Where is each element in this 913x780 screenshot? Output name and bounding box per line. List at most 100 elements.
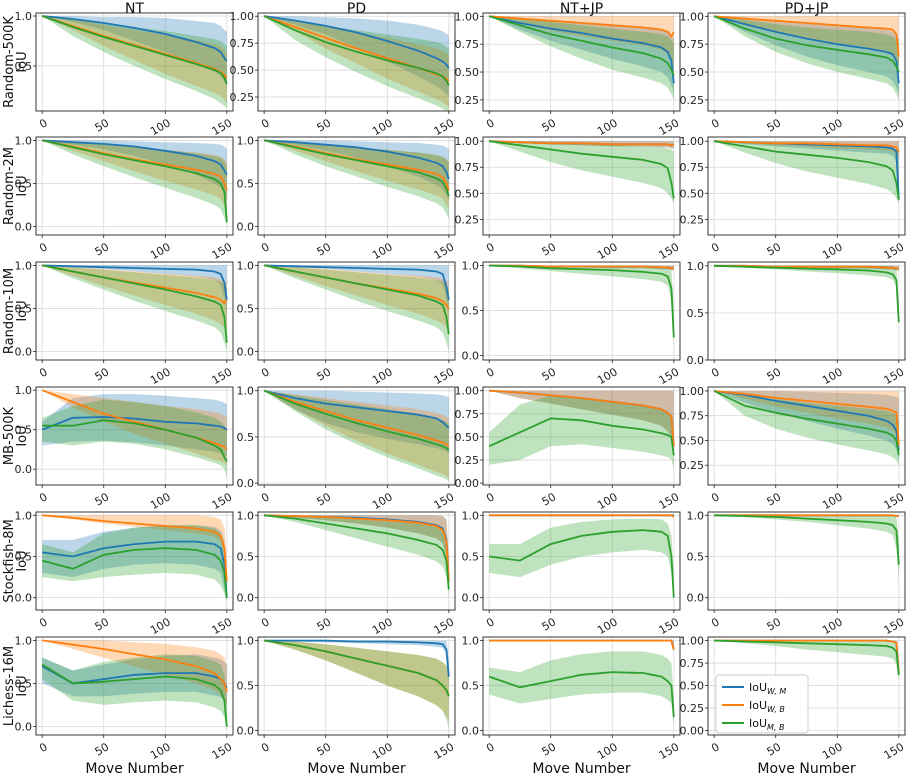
subplot-panel: 0.0 0.5 1.0 0 50 100 150: [237, 134, 457, 262]
band-wb: [42, 140, 227, 210]
x-tick-label: 100: [148, 116, 173, 138]
x-tick-label: 50: [93, 615, 112, 633]
y-tick-label: 1.00: [680, 635, 705, 648]
y-tick-label: 0.0: [687, 354, 705, 367]
column-title: NT+JP: [560, 1, 603, 17]
band-wm: [264, 640, 449, 686]
y-tick-label: 1.0: [237, 509, 255, 522]
band-mb: [489, 141, 674, 204]
x-tick-label: 100: [820, 116, 845, 138]
legend-entry: IoUW, M: [749, 681, 786, 696]
x-tick-label: 50: [315, 490, 334, 508]
line-mb: [489, 264, 675, 338]
band-mb: [714, 265, 899, 327]
y-axis-label: IoU: [15, 51, 30, 72]
y-tick-label: 1.0: [15, 259, 33, 272]
band-wb: [489, 390, 674, 456]
x-tick-label: 50: [765, 615, 784, 633]
x-tick-label: 150: [432, 116, 457, 138]
x-tick-label: 0: [37, 116, 50, 131]
panel-frame: [257, 261, 456, 361]
band-mb: [489, 651, 674, 726]
panel-frame: [257, 511, 456, 611]
x-tick-label: 50: [540, 240, 559, 258]
line-wm: [42, 264, 228, 300]
band-mb: [42, 265, 227, 352]
panel-frame: [257, 12, 456, 112]
band-mb: [264, 140, 449, 220]
line-mb: [264, 264, 450, 335]
x-tick-label: 0: [484, 490, 497, 505]
line-wm: [713, 15, 900, 84]
x-tick-label: 50: [315, 740, 334, 758]
line-mb: [714, 264, 900, 323]
panel-frame: [482, 511, 681, 611]
y-tick-label: 0.25: [455, 454, 480, 467]
line-mb: [264, 639, 450, 697]
column-title: PD: [347, 1, 366, 17]
x-tick-label: 100: [595, 365, 620, 387]
band-wb: [264, 16, 449, 108]
y-tick-label: 0.0: [237, 477, 255, 490]
line-mb: [713, 15, 900, 73]
band-mb: [714, 141, 899, 204]
y-tick-label: 0.00: [680, 725, 705, 738]
y-tick-label: 1.00: [455, 135, 480, 148]
row-label: Stockfish-8M: [2, 519, 17, 602]
y-tick-label: 0.0: [237, 220, 255, 233]
y-tick-label: 0.5: [462, 305, 480, 318]
band-wm: [264, 515, 449, 590]
line-wm: [264, 15, 450, 69]
y-tick-label: 1.00: [455, 10, 480, 23]
y-tick-label: 1.0: [462, 635, 480, 648]
line-wm: [264, 139, 450, 180]
line-mb: [41, 663, 228, 727]
x-tick-label: 0: [484, 740, 497, 755]
column-title: PD+JP: [785, 1, 829, 17]
x-tick-label: 0: [709, 240, 722, 255]
x-tick-label: 100: [595, 116, 620, 138]
y-tick-label: 0.50: [230, 64, 255, 77]
y-tick-label: 1.00: [680, 135, 705, 148]
y-tick-label: 0.75: [455, 408, 480, 421]
panel-frame: [257, 636, 456, 736]
y-tick-label: 0.25: [455, 213, 480, 226]
x-tick-label: 0: [259, 116, 272, 131]
x-tick-label: 50: [765, 240, 784, 258]
y-tick-label: 0.0: [15, 345, 33, 358]
x-tick-label: 0: [709, 740, 722, 755]
band-wm: [714, 16, 899, 95]
line-mb: [489, 529, 675, 598]
x-tick-label: 0: [484, 365, 497, 380]
x-tick-label: 50: [765, 740, 784, 758]
x-tick-label: 50: [765, 116, 784, 134]
y-tick-label: 1.0: [15, 134, 33, 147]
y-tick-label: 1.0: [237, 635, 255, 648]
y-tick-label: 1.00: [680, 385, 705, 398]
y-tick-label: 0.5: [15, 302, 33, 315]
band-mb: [714, 640, 899, 682]
line-wb: [489, 389, 675, 447]
line-mb: [489, 140, 675, 199]
band-mb: [714, 515, 899, 582]
x-tick-label: 50: [93, 240, 112, 258]
subplot-panel: 0.0 0.5 1.0 0 50 100 150: [462, 509, 682, 637]
y-tick-label: 0.25: [455, 94, 480, 107]
x-tick-label: 100: [370, 116, 395, 138]
y-tick-label: 1.00: [680, 10, 705, 23]
x-tick-label: 0: [259, 365, 272, 380]
subplot-panel: 0.5 1.0 0 50 100 150: [15, 10, 235, 138]
band-wb: [714, 16, 899, 67]
band-wb: [264, 265, 449, 330]
subplot-panel: 0.0 0.5 1.0 0 50 100 150: [15, 384, 235, 512]
x-tick-label: 0: [709, 615, 722, 630]
line-wm: [714, 390, 900, 451]
line-wb: [714, 390, 900, 446]
y-tick-label: 1.00: [455, 385, 480, 398]
x-tick-label: 100: [370, 365, 395, 387]
row-label: Lichess-16M: [2, 646, 17, 726]
y-tick-label: 0.0: [462, 350, 480, 363]
x-tick-label: 50: [540, 365, 559, 383]
x-tick-label: 50: [540, 740, 559, 758]
panel-frame: [35, 136, 234, 236]
